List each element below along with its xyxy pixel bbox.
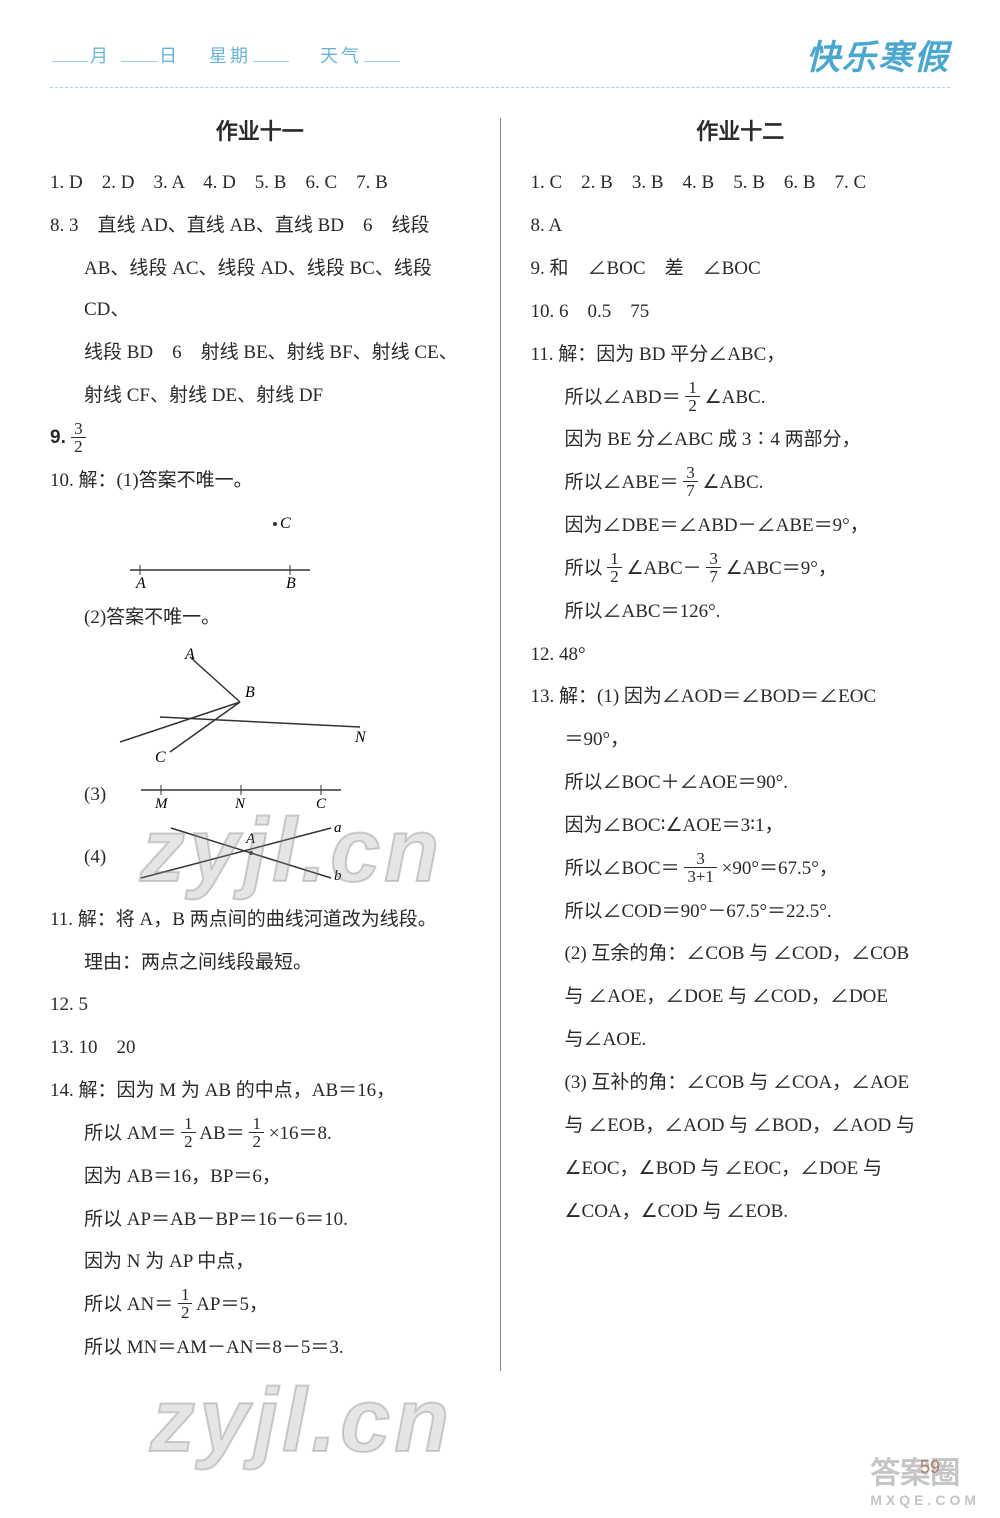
q13: 13. 10 20 [50,1028,470,1069]
q14-l4: 所以 AP＝AB－BP＝16－6＝10. [50,1200,470,1241]
r-q11-l4: 所以∠ABE＝ 37 ∠ABC. [531,463,951,504]
q8-l4: 射线 CF、射线 DE、射线 DF [50,376,470,417]
r-q13-l8: 与 ∠AOE，∠DOE 与 ∠COD，∠DOE [531,977,951,1018]
q14-l7: 所以 MN＝AM－AN＝8－5＝3. [50,1328,470,1369]
r-q11-l2: 所以∠ABD＝ 12 ∠ABC. [531,378,951,419]
r-q11-l7: 所以∠ABC＝126°. [531,592,951,633]
r-q13-l10: (3) 互补的角：∠COB 与 ∠COA，∠AOE [531,1063,951,1104]
page-header: 月 日 星期 天气 快乐寒假 [50,30,950,88]
svg-text:C: C [316,796,327,812]
label-month: 月 [90,46,111,66]
svg-text:N: N [234,796,246,812]
q11-l1: 11. 解：将 A，B 两点间的曲线河道改为线段。 [50,900,470,941]
q8-l1: 8. 3 直线 AD、直线 AB、直线 BD 6 线段 [50,206,470,247]
q14-l1: 14. 解：因为 M 为 AB 的中点，AB＝16， [50,1071,470,1112]
q10-sub4: (4) A a b [50,818,470,898]
svg-text:A: A [135,575,146,590]
r-q10: 10. 6 0.5 75 [531,292,951,333]
svg-text:A: A [245,831,256,847]
column-left: 作业十一 1. D 2. D 3. A 4. D 5. B 6. C 7. B … [50,108,470,1371]
date-fields: 月 日 星期 天气 [50,42,402,68]
q10-sub2: (2)答案不唯一。 [50,598,470,639]
q10-head: 10. 解：(1)答案不唯一。 [50,461,470,502]
q8-l3: 线段 BD 6 射线 BE、射线 BF、射线 CE、 [50,333,470,374]
book-title: 快乐寒假 [806,30,950,79]
r-q13-l2: ＝90°， [531,720,951,761]
r-q12: 12. 48° [531,635,951,676]
label-weather: 天气 [320,46,362,66]
column-divider [500,118,501,1371]
diagram-1: C A B [110,510,470,590]
r-q11-l6: 所以 12 ∠ABC－ 37 ∠ABC＝9°， [531,549,951,590]
svg-text:B: B [245,684,255,701]
r-q13-l6: 所以∠COD＝90°－67.5°＝22.5°. [531,892,951,933]
diagram-2: A B C N [110,647,470,767]
section-12-title: 作业十二 [531,108,951,155]
q14-l3: 因为 AB＝16，BP＝6， [50,1157,470,1198]
q1-7: 1. D 2. D 3. A 4. D 5. B 6. C 7. B [50,163,470,204]
r-q13-l11: 与 ∠EOB，∠AOD 与 ∠BOD，∠AOD 与 [531,1106,951,1147]
q9-label: 9. [50,427,71,448]
column-right: 作业十二 1. C 2. B 3. B 4. B 5. B 6. B 7. C … [531,108,951,1371]
q14-l5: 因为 N 为 AP 中点， [50,1242,470,1283]
svg-text:C: C [280,515,291,532]
svg-text:A: A [184,647,195,663]
r-q11-l3: 因为 BE 分∠ABC 成 3∶4 两部分， [531,420,951,461]
r-q13-l1: 13. 解：(1) 因为∠AOD＝∠BOD＝∠EOC [531,677,951,718]
q9: 9. 32 [50,418,470,459]
r-q9: 9. 和 ∠BOC 差 ∠BOC [531,249,951,290]
footer-brand-text: 答案圈 [870,1457,960,1490]
svg-text:C: C [155,749,166,766]
r-q11-l1: 11. 解：因为 BD 平分∠ABC， [531,335,951,376]
q11-l2: 理由：两点之间线段最短。 [50,943,470,984]
r-q13-l4: 因为∠BOC∶∠AOE＝3∶1， [531,806,951,847]
svg-text:a: a [334,820,342,836]
r-q13-l13: ∠COA，∠COD 与 ∠EOB. [531,1192,951,1233]
svg-text:M: M [154,796,169,812]
r-q1-7: 1. C 2. B 3. B 4. B 5. B 6. B 7. C [531,163,951,204]
r-q13-l12: ∠EOC，∠BOD 与 ∠EOC，∠DOE 与 [531,1149,951,1190]
r-q13-l7: (2) 互余的角：∠COB 与 ∠COD，∠COB [531,934,951,975]
q9-frac: 32 [71,420,86,455]
q10-sub3: (3) M N C [50,775,470,816]
svg-text:B: B [286,575,296,590]
footer-url: MXQE.COM [870,1492,980,1508]
section-11-title: 作业十一 [50,108,470,155]
label-weekday: 星期 [209,46,251,66]
r-q13-l5: 所以∠BOC＝ 33+1 ×90°＝67.5°， [531,849,951,890]
q12: 12. 5 [50,985,470,1026]
r-q8: 8. A [531,206,951,247]
q14-l6: 所以 AN＝ 12 AP＝5， [50,1285,470,1326]
footer-brand: 答案圈 MXQE.COM [870,1448,980,1508]
r-q13-l9: 与∠AOE. [531,1020,951,1061]
q8-l2: AB、线段 AC、线段 AD、线段 BC、线段 CD、 [50,249,470,331]
label-day: 日 [159,46,180,66]
q14-l2: 所以 AM＝ 12 AB＝ 12 ×16＝8. [50,1114,470,1155]
r-q11-l5: 因为∠DBE＝∠ABD－∠ABE＝9°， [531,506,951,547]
svg-text:N: N [354,729,367,746]
svg-text:b: b [334,868,342,884]
r-q13-l3: 所以∠BOC＋∠AOE＝90°. [531,763,951,804]
